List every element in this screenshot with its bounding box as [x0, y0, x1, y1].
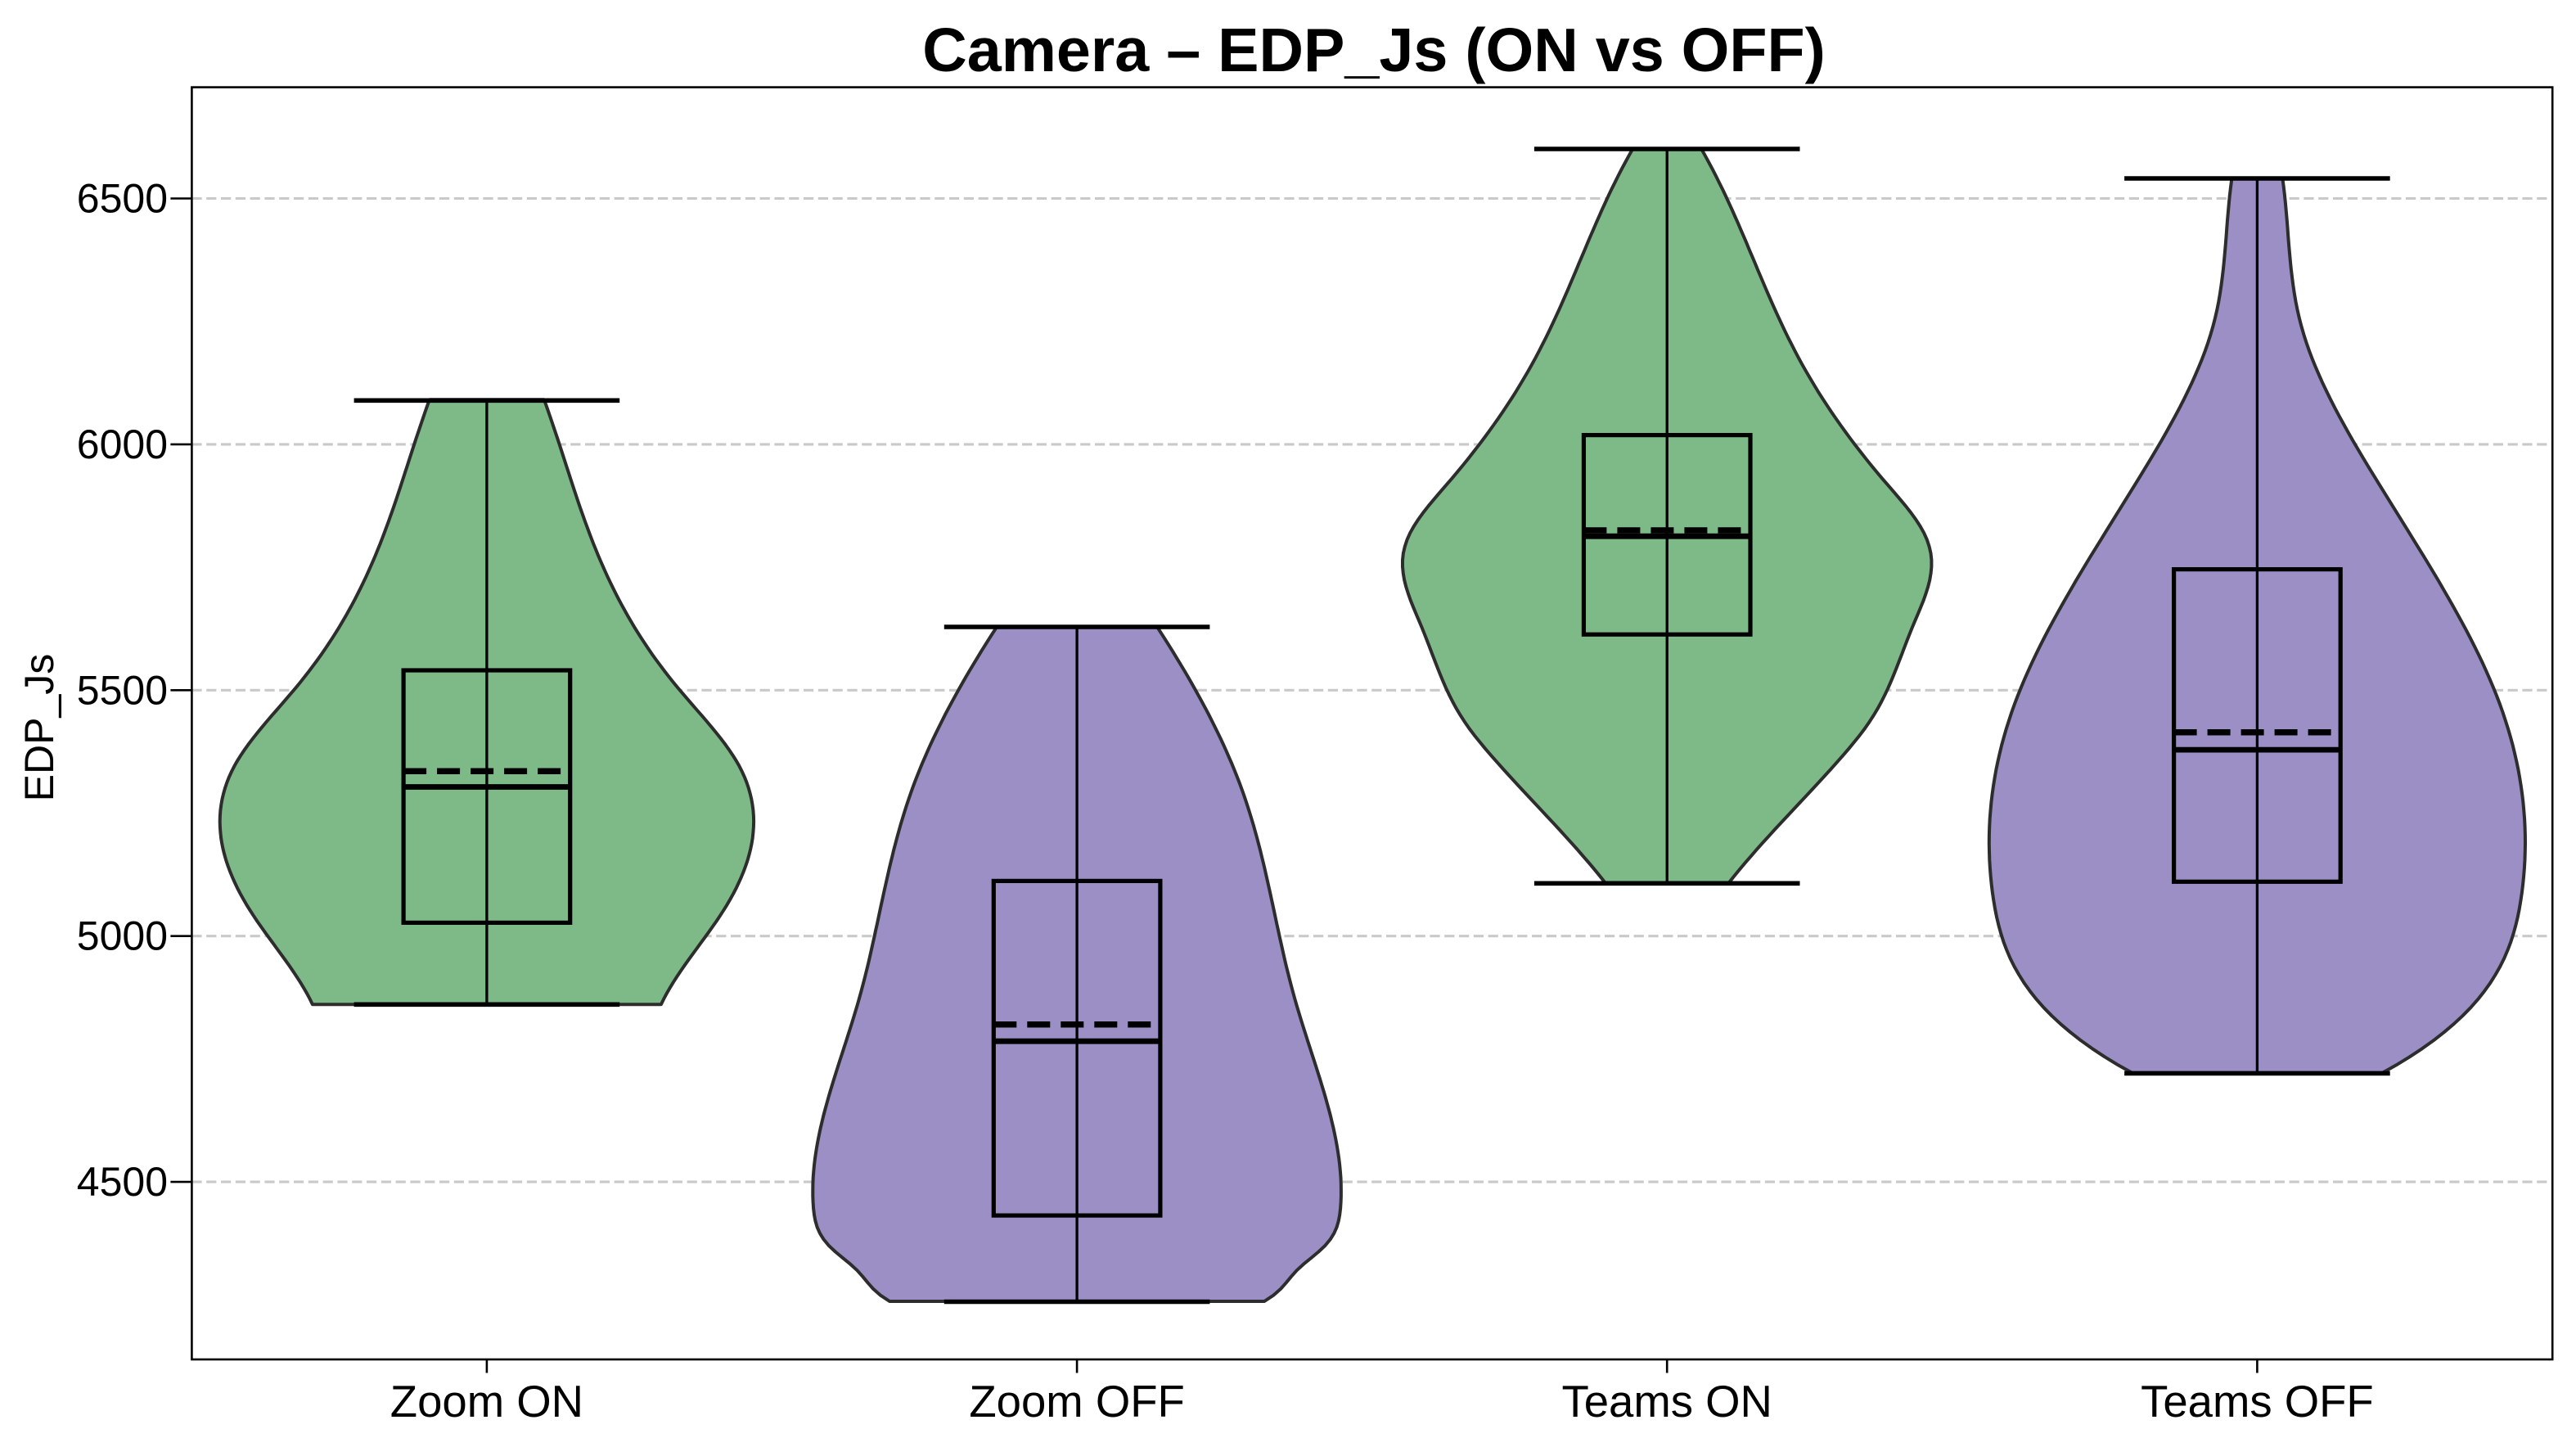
svg-text:5500: 5500: [77, 667, 168, 713]
svg-text:Camera – EDP_Js (ON vs OFF): Camera – EDP_Js (ON vs OFF): [922, 16, 1826, 84]
svg-text:4500: 4500: [77, 1159, 168, 1205]
svg-text:6500: 6500: [77, 176, 168, 222]
svg-text:Zoom ON: Zoom ON: [390, 1377, 583, 1427]
svg-text:Zoom OFF: Zoom OFF: [969, 1377, 1184, 1427]
svg-text:5000: 5000: [77, 913, 168, 959]
svg-text:6000: 6000: [77, 421, 168, 467]
svg-text:Teams ON: Teams ON: [1561, 1377, 1772, 1427]
svg-text:Teams OFF: Teams OFF: [2141, 1377, 2374, 1427]
svg-text:EDP_Js: EDP_Js: [16, 654, 62, 802]
